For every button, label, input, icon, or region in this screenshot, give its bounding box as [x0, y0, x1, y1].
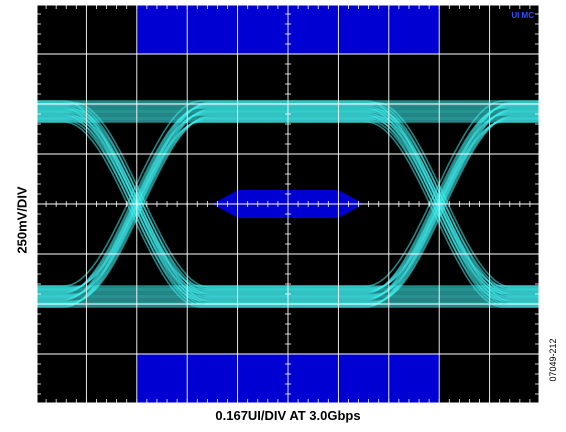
figure-id: 07049-212 [548, 338, 558, 382]
figure-id-box: 07049-212 [540, 300, 566, 420]
corner-tag: UI MC [511, 11, 534, 20]
x-axis-label: 0.167UI/DIV AT 3.0Gbps [215, 408, 361, 423]
y-axis-label-box: 250mV/DIV [2, 120, 42, 320]
oscilloscope-screen: UI MC [36, 4, 540, 404]
eye-diagram-plot: UI MC [36, 4, 540, 404]
y-axis-label: 250mV/DIV [14, 186, 30, 254]
screen-border [36, 4, 540, 404]
